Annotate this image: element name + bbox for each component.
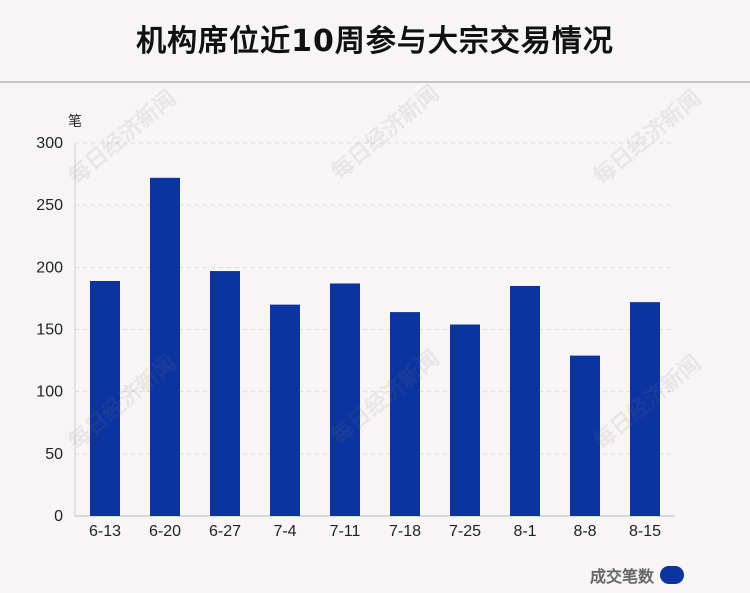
x-tick-label: 6-13 — [89, 523, 121, 540]
y-tick-label: 150 — [36, 322, 63, 339]
x-tick-label: 7-25 — [449, 523, 481, 540]
y-tick-label: 300 — [36, 135, 63, 152]
y-axis-unit: 笔 — [68, 114, 82, 130]
bar — [450, 324, 480, 516]
bar — [90, 281, 120, 516]
bar — [630, 302, 660, 516]
x-tick-label: 7-18 — [389, 523, 421, 540]
chart-title: 机构席位近10周参与大宗交易情况 — [136, 24, 614, 59]
x-tick-label: 8-15 — [629, 523, 661, 540]
x-tick-label: 6-20 — [149, 523, 181, 540]
y-tick-label: 200 — [36, 259, 63, 276]
x-tick-label: 8-8 — [573, 523, 596, 540]
bar — [390, 312, 420, 516]
bar — [570, 355, 600, 516]
y-tick-label: 0 — [54, 508, 63, 525]
legend-label: 成交笔数 — [589, 567, 654, 586]
bar — [330, 283, 360, 516]
y-tick-label: 250 — [36, 197, 63, 214]
bar — [150, 177, 180, 516]
bar — [510, 285, 540, 516]
x-tick-label: 6-27 — [209, 523, 241, 540]
x-tick-label: 8-1 — [513, 523, 536, 540]
bar — [210, 271, 240, 516]
title-divider — [0, 81, 750, 83]
x-tick-label: 7-4 — [273, 523, 296, 540]
legend: 成交笔数 — [590, 563, 684, 587]
bar — [270, 304, 300, 516]
y-tick-label: 50 — [45, 446, 63, 463]
y-tick-label: 100 — [36, 384, 63, 401]
x-tick-label: 7-11 — [330, 523, 361, 540]
legend-swatch — [660, 566, 684, 584]
